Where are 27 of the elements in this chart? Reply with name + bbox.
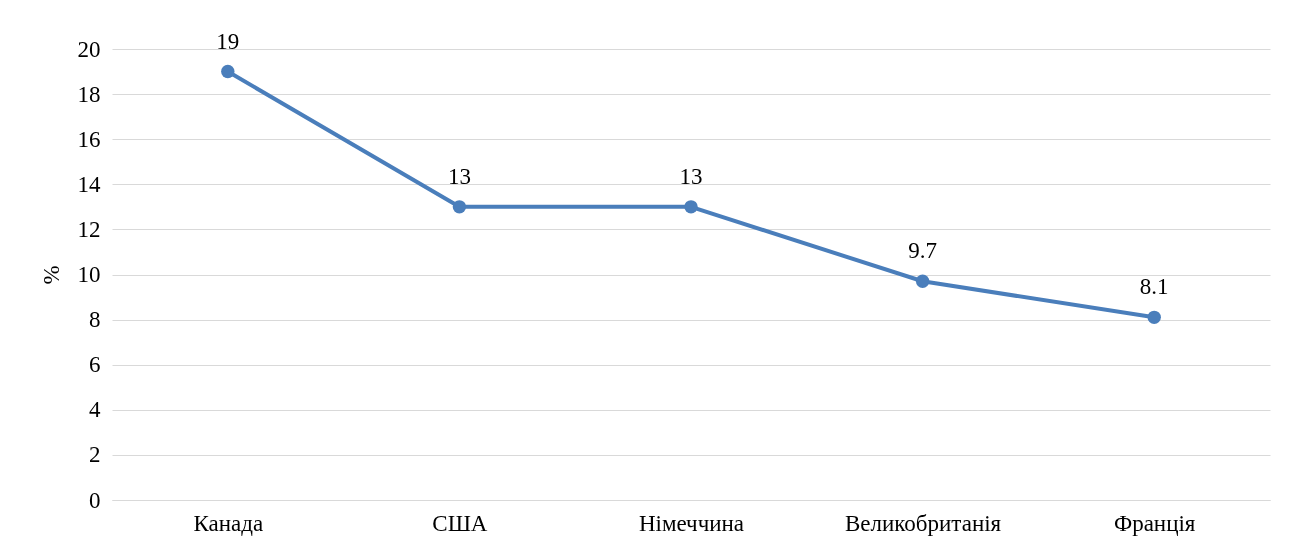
data-label: 9.7 — [908, 238, 937, 264]
x-tick-label: Канада — [193, 510, 264, 536]
point — [1147, 310, 1161, 325]
data-label: 13 — [447, 163, 471, 189]
y-tick-label: 2 — [89, 442, 101, 468]
point — [915, 274, 930, 288]
y-tick-label: 16 — [77, 126, 101, 152]
y-tick-label: 8 — [89, 307, 101, 333]
y-tick-label: 6 — [89, 352, 101, 378]
data-label: 13 — [679, 163, 703, 189]
x-tick-label: Франція — [1113, 510, 1196, 536]
x-tick-label: Великобританія — [845, 510, 1002, 536]
y-tick-label: 0 — [89, 487, 101, 513]
y-axis-title: % — [38, 265, 64, 285]
x-tick-label: Німеччина — [638, 510, 745, 536]
y-tick-label: 12 — [77, 216, 101, 242]
y-tick-label: 20 — [77, 36, 101, 62]
point — [221, 64, 235, 79]
y-tick-label: 14 — [77, 171, 101, 197]
x-tick-label: США — [432, 510, 488, 536]
y-tick-label: 18 — [77, 81, 101, 107]
data-label: 19 — [216, 28, 240, 54]
data-label: 8.1 — [1139, 274, 1169, 300]
point — [684, 200, 698, 214]
y-tick-label: 10 — [77, 262, 101, 287]
point — [452, 200, 467, 214]
y-tick-label: 4 — [89, 397, 101, 423]
